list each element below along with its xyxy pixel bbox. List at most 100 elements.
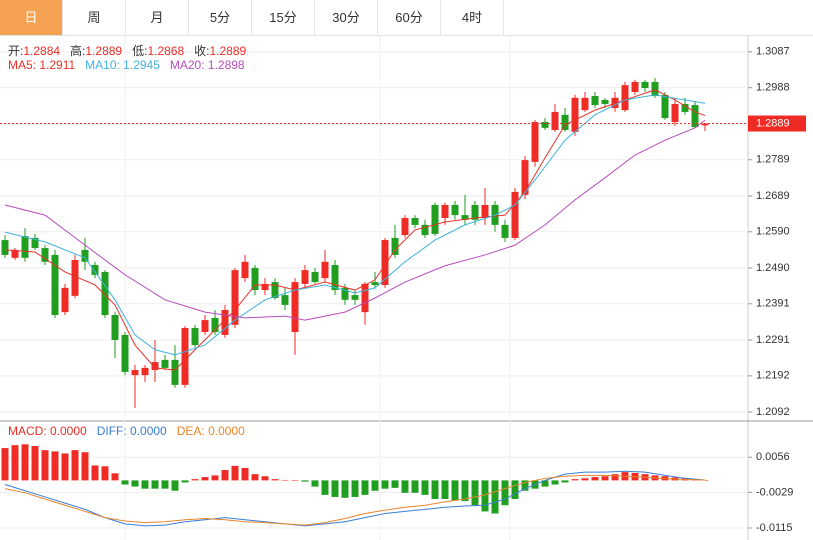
ohlc-label: 收:	[194, 44, 210, 58]
candle-body	[681, 103, 689, 112]
candle-body	[451, 204, 459, 216]
candle-body	[661, 94, 669, 119]
indicator-line	[4, 474, 706, 526]
macd-bar	[231, 465, 239, 481]
macd-bar	[211, 475, 219, 481]
macd-bar	[611, 474, 619, 481]
macd-bar	[121, 480, 129, 485]
macd-bar	[321, 480, 329, 495]
macd-bar	[351, 480, 359, 497]
period-tab[interactable]: 月	[126, 0, 189, 35]
period-tab[interactable]: 日	[0, 0, 63, 35]
ohlc-item: 低:1.2868	[132, 42, 184, 59]
period-tab[interactable]: 60分	[378, 0, 441, 35]
indicator-line	[4, 470, 706, 527]
period-tab[interactable]: 4时	[441, 0, 504, 35]
candle-body	[281, 295, 289, 305]
candle-body	[501, 224, 509, 238]
candle-body	[31, 237, 39, 249]
candle-body	[431, 204, 439, 234]
candle-body	[21, 236, 29, 258]
candle-body	[631, 81, 639, 93]
candle-body	[291, 282, 299, 333]
candle-body	[531, 122, 539, 162]
candle-body	[351, 295, 359, 300]
macd-bar	[181, 480, 189, 483]
candle-body	[341, 287, 349, 300]
y-tick-label: 1.3087	[756, 46, 790, 58]
macd-bar	[281, 479, 289, 481]
macd-bar	[341, 480, 349, 498]
macd-bar	[201, 477, 209, 481]
candle-body	[421, 224, 429, 236]
candle-body	[361, 283, 369, 313]
macd-bar	[551, 480, 559, 485]
macd-bar	[561, 480, 569, 483]
candle-body	[141, 367, 149, 376]
candle-body	[601, 99, 609, 104]
y-tick-label: 1.2490	[756, 262, 790, 274]
candle-body	[701, 123, 709, 126]
macd-bar	[361, 480, 369, 495]
ohlc-value: 1.2868	[147, 44, 185, 58]
macd-bar	[591, 477, 599, 481]
macd-bar	[391, 480, 399, 488]
macd-bar	[61, 453, 69, 481]
macd-bar	[501, 480, 509, 506]
candle-body	[181, 328, 189, 385]
ma-legend: MA5: 1.2911 MA10: 1.2945 MA20: 1.2898	[8, 58, 245, 72]
legend-item: MA10: 1.2945	[85, 58, 160, 72]
candle-body	[391, 237, 399, 255]
candle-body	[691, 105, 699, 128]
macd-bar	[151, 480, 159, 489]
ohlc-value: 1.2884	[23, 44, 61, 58]
candle-body	[581, 97, 589, 111]
candle-body	[91, 265, 99, 275]
candle-body	[191, 328, 199, 346]
ohlc-label: 低:	[132, 44, 148, 58]
candle-body	[261, 283, 269, 291]
macd-bar	[491, 480, 499, 514]
candle-body	[161, 359, 169, 368]
ohlc-item: 高:1.2889	[70, 42, 122, 59]
ohlc-header: 开:1.2884 高:1.2889 低:1.2868 收:1.2889	[8, 42, 246, 59]
macd-bar	[171, 480, 179, 491]
candle-body	[571, 97, 579, 132]
macd-bar	[241, 467, 249, 481]
candle-body	[101, 271, 109, 316]
macd-bar	[111, 473, 119, 481]
macd-bar	[571, 479, 579, 481]
candle-body	[401, 218, 409, 236]
candle-body	[11, 249, 19, 258]
macd-bar	[131, 480, 139, 487]
candle-body	[461, 215, 469, 220]
candle-body	[201, 320, 209, 333]
macd-bar	[291, 480, 299, 481]
candle-body	[111, 315, 119, 340]
period-tab[interactable]: 周	[63, 0, 126, 35]
legend-item: DIFF: 0.0000	[96, 424, 167, 438]
candle-body	[551, 111, 559, 131]
macd-bar	[301, 480, 309, 482]
candle-body	[441, 204, 449, 219]
macd-bar	[11, 445, 19, 481]
macd-bar	[1, 448, 9, 481]
period-tab[interactable]: 15分	[252, 0, 315, 35]
ohlc-item: 开:1.2884	[8, 42, 60, 59]
candle-body	[241, 261, 249, 279]
macd-bar	[41, 450, 49, 481]
macd-bar	[191, 479, 199, 481]
candle-body	[381, 240, 389, 285]
y-tick-label: 1.2689	[756, 190, 790, 202]
ohlc-value: 1.2889	[85, 44, 123, 58]
y-tick-label: 1.2789	[756, 154, 790, 166]
period-tab[interactable]: 30分	[315, 0, 378, 35]
period-tab[interactable]: 5分	[189, 0, 252, 35]
macd-bar	[251, 474, 259, 481]
legend-item: MA20: 1.2898	[169, 58, 245, 72]
macd-bar	[381, 480, 389, 489]
macd-bar	[101, 466, 109, 481]
ohlc-item: 收:1.2889	[194, 42, 246, 59]
candle-body	[41, 248, 49, 262]
candle-body	[71, 259, 79, 296]
